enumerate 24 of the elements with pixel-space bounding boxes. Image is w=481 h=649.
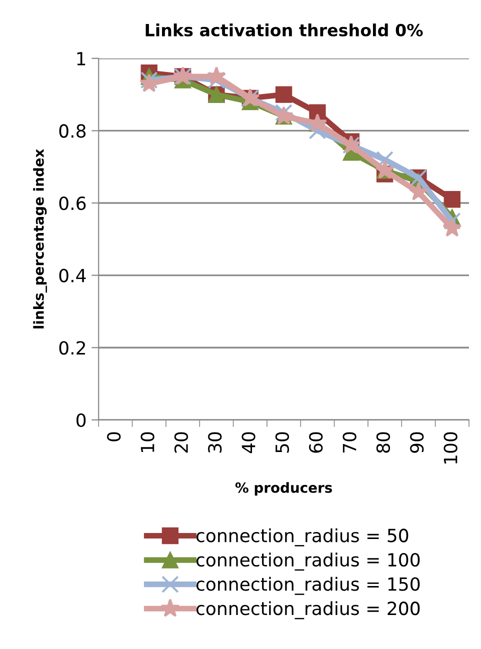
x-tick-label: 40 xyxy=(242,432,256,454)
y-tick-label: 0.6 xyxy=(59,196,86,210)
x-axis-title: % producers xyxy=(235,482,332,496)
legend-label: connection_radius = 150 xyxy=(196,576,420,595)
x-tick-label: 0 xyxy=(107,432,121,442)
x-tick-label: 100 xyxy=(444,432,458,464)
x-tick-label: 20 xyxy=(174,432,188,453)
y-tick-label: 1 xyxy=(77,52,86,66)
x-tick-label: 30 xyxy=(208,432,222,453)
y-axis-title: links_percentage index xyxy=(33,148,47,328)
x-tick-label: 50 xyxy=(275,432,290,453)
x-tick-label: 90 xyxy=(410,432,424,453)
y-tick-label: 0.8 xyxy=(59,124,86,138)
y-tick-label: 0.2 xyxy=(59,341,85,355)
x-tick-label: 10 xyxy=(140,432,154,452)
y-tick-label: 0 xyxy=(76,413,86,428)
x-tick-label: 80 xyxy=(376,432,390,453)
x-tick-label: 60 xyxy=(309,432,323,453)
legend-label: connection_radius = 100 xyxy=(196,552,420,571)
legend-label: connection_radius = 50 xyxy=(196,528,408,546)
y-tick-label: 0.4 xyxy=(59,268,86,282)
x-tick-label: 70 xyxy=(342,432,356,453)
legend-label: connection_radius = 200 xyxy=(196,601,420,620)
chart-title: Links activation threshold 0% xyxy=(146,24,423,36)
